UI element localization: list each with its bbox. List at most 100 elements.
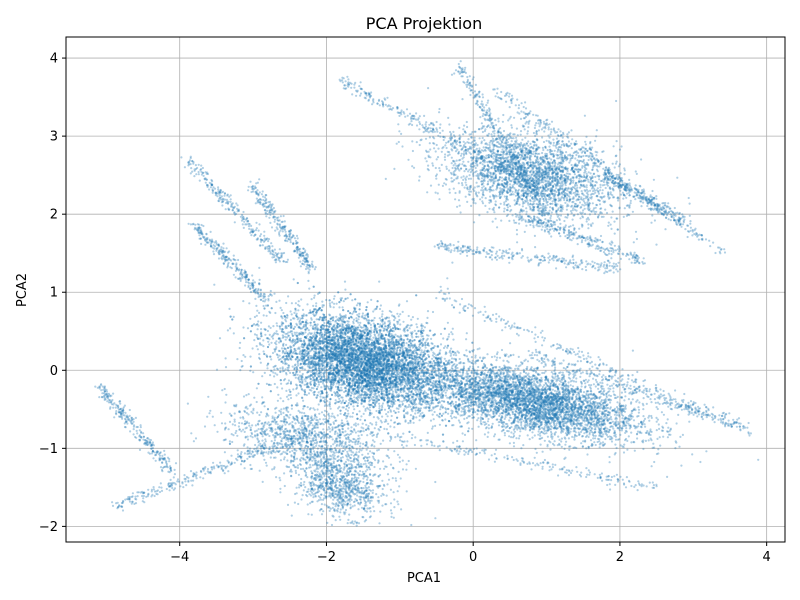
scatter-point bbox=[355, 397, 358, 400]
scatter-point bbox=[275, 330, 278, 333]
scatter-point bbox=[313, 345, 316, 349]
scatter-point bbox=[416, 375, 419, 378]
scatter-point bbox=[389, 410, 393, 413]
scatter-point bbox=[319, 360, 322, 363]
scatter-point bbox=[258, 357, 261, 361]
scatter-point bbox=[341, 396, 344, 399]
scatter-point bbox=[277, 356, 280, 359]
scatter-point bbox=[346, 331, 349, 334]
scatter-point bbox=[355, 304, 358, 307]
scatter-point bbox=[286, 314, 289, 317]
scatter-point bbox=[383, 420, 386, 423]
scatter-point bbox=[365, 361, 368, 364]
scatter-point bbox=[347, 427, 350, 430]
scatter-point bbox=[329, 367, 332, 370]
scatter-point bbox=[439, 343, 443, 346]
scatter-point bbox=[289, 310, 292, 313]
scatter-point bbox=[256, 348, 259, 351]
scatter-point bbox=[354, 377, 357, 380]
scatter-point bbox=[321, 332, 324, 335]
scatter-point bbox=[424, 362, 427, 365]
scatter-point bbox=[334, 399, 337, 402]
scatter-point bbox=[352, 318, 356, 321]
scatter-point bbox=[409, 324, 412, 327]
scatter-point bbox=[412, 407, 415, 410]
scatter-point bbox=[372, 310, 375, 313]
scatter-point bbox=[381, 415, 384, 418]
scatter-point bbox=[345, 363, 348, 366]
scatter-point bbox=[351, 371, 354, 374]
scatter-point bbox=[401, 383, 404, 386]
scatter-point bbox=[381, 404, 384, 407]
scatter-point bbox=[465, 355, 469, 358]
scatter-point bbox=[395, 407, 398, 410]
scatter-point bbox=[378, 402, 381, 405]
scatter-point bbox=[405, 342, 408, 345]
scatter-point bbox=[415, 360, 418, 363]
scatter-point bbox=[394, 333, 397, 336]
scatter-point bbox=[339, 317, 342, 320]
scatter-point bbox=[310, 298, 313, 301]
scatter-point bbox=[352, 311, 355, 314]
scatter-point bbox=[300, 387, 303, 390]
scatter-point bbox=[363, 351, 366, 354]
scatter-point bbox=[389, 439, 392, 442]
scatter-point bbox=[273, 292, 276, 295]
scatter-point bbox=[369, 351, 372, 354]
scatter-point bbox=[380, 325, 384, 328]
scatter-point bbox=[346, 297, 349, 300]
scatter-point bbox=[351, 392, 354, 395]
scatter-point bbox=[399, 346, 402, 349]
scatter-point bbox=[274, 341, 277, 345]
scatter-point bbox=[338, 306, 341, 309]
scatter-point bbox=[293, 364, 296, 367]
scatter-point bbox=[305, 393, 308, 397]
scatter-point bbox=[379, 323, 382, 326]
scatter-point bbox=[329, 341, 332, 344]
scatter-point bbox=[301, 388, 304, 391]
scatter-point bbox=[258, 311, 261, 314]
scatter-point bbox=[368, 385, 371, 388]
scatter-point bbox=[288, 388, 291, 391]
scatter-point bbox=[389, 400, 392, 403]
scatter-point bbox=[294, 342, 297, 345]
scatter-point bbox=[303, 368, 306, 371]
scatter-point bbox=[332, 337, 335, 340]
scatter-point bbox=[390, 414, 393, 418]
scatter-point bbox=[381, 348, 384, 351]
scatter-point bbox=[328, 313, 331, 316]
scatter-point bbox=[418, 414, 421, 418]
scatter-point bbox=[384, 325, 388, 328]
scatter-point bbox=[306, 386, 309, 389]
scatter-point bbox=[309, 380, 312, 383]
scatter-point bbox=[438, 423, 441, 426]
scatter-point bbox=[379, 342, 382, 345]
scatter-point bbox=[426, 316, 429, 319]
scatter-point bbox=[411, 336, 414, 339]
scatter-point bbox=[337, 407, 340, 410]
scatter-point bbox=[298, 380, 301, 383]
scatter-point bbox=[298, 326, 301, 329]
scatter-point bbox=[339, 409, 342, 412]
scatter-point bbox=[370, 331, 373, 334]
scatter-points bbox=[94, 60, 760, 527]
scatter-point bbox=[377, 352, 380, 355]
scatter-point bbox=[353, 408, 356, 411]
scatter-point bbox=[348, 384, 351, 387]
scatter-point bbox=[239, 341, 242, 344]
scatter-point bbox=[403, 414, 406, 417]
scatter-point bbox=[358, 324, 361, 327]
scatter-point bbox=[274, 311, 277, 315]
scatter-point bbox=[407, 422, 410, 425]
scatter-point bbox=[465, 349, 468, 352]
scatter-point bbox=[446, 338, 449, 341]
scatter-point bbox=[305, 383, 308, 386]
scatter-point bbox=[282, 344, 285, 347]
scatter-point bbox=[321, 316, 324, 319]
scatter-point bbox=[343, 280, 347, 283]
scatter-point bbox=[309, 383, 312, 386]
scatter-point bbox=[330, 317, 333, 320]
scatter-point bbox=[298, 374, 302, 377]
scatter-point bbox=[375, 409, 378, 413]
scatter-point bbox=[244, 355, 247, 358]
